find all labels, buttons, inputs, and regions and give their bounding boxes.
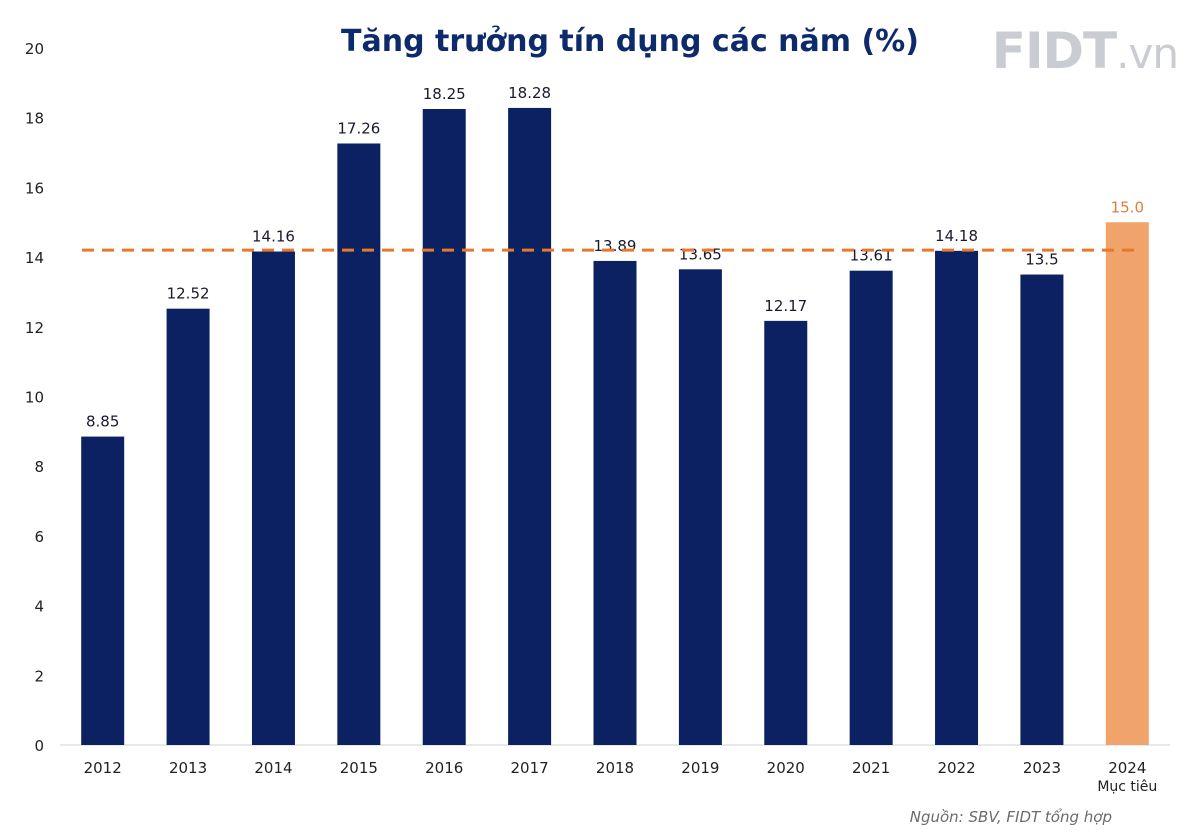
- bar: [251, 251, 295, 746]
- bar-value-label: 13.5: [1025, 251, 1058, 269]
- bar-chart: 0 2 4 6 8 10 12 14 16 18 20 8.85 2012 12.52 2013 14.16 2…: [25, 40, 1170, 795]
- chart-title: Tăng trưởng tín dụng các năm (%): [341, 24, 919, 59]
- x-tick-label: 2018: [596, 759, 634, 777]
- bar: [593, 260, 637, 745]
- bar-value-label: 17.26: [337, 119, 380, 137]
- y-tick-label: 8: [34, 458, 44, 476]
- y-tick-label: 0: [34, 737, 44, 755]
- x-tick-label: 2021: [852, 759, 890, 777]
- bar-value-label: 12.17: [764, 297, 807, 315]
- y-tick-label: 2: [34, 667, 44, 685]
- bar-value-label: 13.65: [679, 245, 722, 263]
- logo-main: FIDT: [991, 22, 1117, 80]
- bar-value-label: 8.85: [86, 413, 119, 431]
- bar: [764, 320, 808, 745]
- bar: [678, 269, 722, 745]
- y-tick-label: 14: [25, 249, 44, 267]
- x-tick-label: 2015: [340, 759, 378, 777]
- bar-value-label: 12.52: [167, 285, 210, 303]
- y-tick-label: 10: [25, 389, 44, 407]
- x-tick-label: 2020: [767, 759, 805, 777]
- x-tick-label: 2013: [169, 759, 207, 777]
- bar-value-label: 13.61: [850, 247, 893, 265]
- bar: [422, 108, 466, 746]
- bar-value-label: 15.0: [1111, 198, 1144, 216]
- x-tick-sublabel: Mục tiêu: [1097, 779, 1157, 795]
- bar: [166, 308, 210, 745]
- bar-value-label: 14.16: [252, 228, 295, 246]
- y-tick-label: 4: [34, 598, 44, 616]
- x-tick-label: 2023: [1023, 759, 1061, 777]
- bar-value-label: 18.28: [508, 84, 551, 102]
- y-tick-label: 18: [25, 110, 44, 128]
- x-tick-label: 2022: [937, 759, 975, 777]
- bar-value-label: 14.18: [935, 227, 978, 245]
- y-tick-label: 6: [34, 528, 44, 546]
- y-tick-label: 12: [25, 319, 44, 337]
- bar-value-label: 13.89: [594, 237, 637, 255]
- bar: [849, 270, 893, 745]
- x-tick-label: 2024: [1108, 759, 1146, 777]
- fidt-logo: FIDT.vn: [991, 22, 1179, 80]
- bar-value-label: 18.25: [423, 85, 466, 103]
- bar: [1020, 274, 1064, 745]
- bar: [337, 143, 381, 745]
- bar: [1105, 222, 1149, 745]
- y-tick-label: 20: [25, 40, 44, 58]
- x-tick-label: 2017: [511, 759, 549, 777]
- x-tick-label: 2016: [425, 759, 463, 777]
- source-note: Nguồn: SBV, FIDT tổng hợp: [909, 808, 1112, 826]
- logo-suffix: .vn: [1116, 29, 1179, 78]
- x-tick-label: 2014: [254, 759, 292, 777]
- bar: [935, 250, 979, 745]
- bar: [81, 436, 125, 745]
- bar: [508, 107, 552, 745]
- y-tick-label: 16: [25, 179, 44, 197]
- x-tick-label: 2012: [84, 759, 122, 777]
- x-tick-label: 2019: [681, 759, 719, 777]
